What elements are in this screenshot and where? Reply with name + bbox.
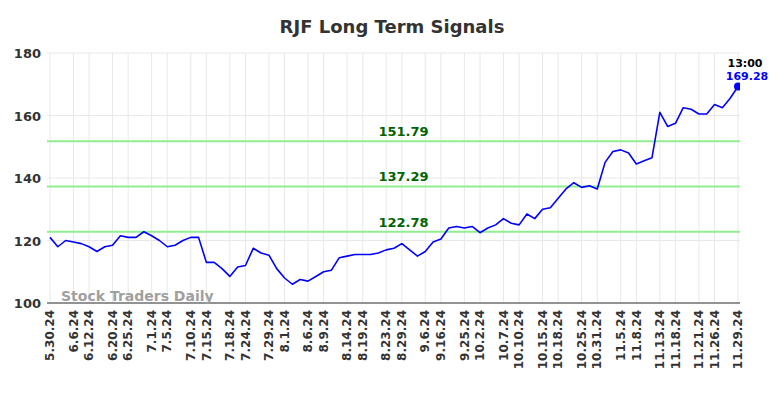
- grid-line: [597, 53, 598, 303]
- x-tick-label: 5.30.24: [43, 310, 57, 361]
- reference-line: [47, 140, 740, 142]
- grid-line: [151, 53, 152, 303]
- y-tick-label: 100: [14, 296, 41, 311]
- grid-line: [284, 53, 285, 303]
- grid-line: [542, 53, 543, 303]
- x-tick-label: 7.1.24: [145, 310, 159, 353]
- x-tick-label: 6.6.24: [67, 310, 81, 353]
- last-value-label: 169.28: [726, 70, 768, 83]
- price-line: [50, 87, 738, 285]
- grid-line: [675, 53, 676, 303]
- x-tick-label: 6.12.24: [82, 310, 96, 361]
- x-tick-label: 8.6.24: [301, 310, 315, 353]
- grid-line: [581, 53, 582, 303]
- x-tick-label: 11.5.24: [614, 310, 628, 361]
- watermark: Stock Traders Daily: [61, 288, 214, 304]
- x-tick-label: 11.18.24: [669, 310, 683, 369]
- grid-line: [558, 53, 559, 303]
- x-tick-label: 8.14.24: [340, 310, 354, 361]
- grid-line: [268, 53, 269, 303]
- y-tick-label: 160: [14, 109, 41, 124]
- chart: RJF Long Term Signals 100 120 140 160 180 5.30…: [0, 0, 784, 398]
- y-tick-label: 120: [14, 234, 41, 249]
- grid-line: [167, 53, 168, 303]
- plot-area: [47, 83, 740, 285]
- grid-line: [659, 53, 660, 303]
- x-tick-label: 8.19.24: [356, 310, 370, 361]
- x-tick-label: 11.29.24: [731, 310, 745, 369]
- grid-line: [698, 53, 699, 303]
- x-tick-label: 7.15.24: [200, 310, 214, 361]
- x-tick-label: 7.24.24: [239, 310, 253, 361]
- grid-line: [503, 53, 504, 303]
- y-tick-label: 140: [14, 171, 41, 186]
- grid-line: [112, 53, 113, 303]
- grid-line: [464, 53, 465, 303]
- x-tick-label: 10.10.24: [512, 310, 526, 369]
- x-tick-label: 10.7.24: [497, 310, 511, 361]
- x-tick-label: 6.25.24: [121, 310, 135, 361]
- x-tick-label: 11.13.24: [653, 310, 667, 369]
- x-tick-label: 7.5.24: [160, 310, 174, 353]
- title: RJF Long Term Signals: [280, 16, 505, 37]
- x-tick-label: 10.31.24: [590, 310, 604, 369]
- grid-line: [308, 53, 309, 303]
- x-tick-label: 8.23.24: [379, 310, 393, 361]
- x-tick-label: 7.18.24: [223, 310, 237, 361]
- x-tick-label: 8.29.24: [395, 310, 409, 361]
- grid-line: [480, 53, 481, 303]
- grid-line: [620, 53, 621, 303]
- x-tick-label: 6.20.24: [106, 310, 120, 361]
- grid-line: [190, 53, 191, 303]
- grid-line: [440, 53, 441, 303]
- reference-label: 151.79: [378, 124, 428, 139]
- grid-line: [128, 53, 129, 303]
- x-tick-label: 10.18.24: [551, 310, 565, 369]
- grid-line: [636, 53, 637, 303]
- grid-line: [73, 53, 74, 303]
- grid-line: [50, 53, 51, 303]
- x-tick-label: 9.6.24: [418, 310, 432, 353]
- last-time: 13:00: [727, 57, 762, 70]
- grid-line: [714, 53, 715, 303]
- x-tick-label: 8.9.24: [317, 310, 331, 353]
- grid-line: [362, 53, 363, 303]
- x-tick-label: 11.21.24: [692, 310, 706, 369]
- x-tick-label: 11.8.24: [630, 310, 644, 361]
- reference-line: [47, 185, 740, 187]
- grid-line: [519, 53, 520, 303]
- grid-line: [206, 53, 207, 303]
- last-point: [734, 83, 740, 91]
- grid-line: [89, 53, 90, 303]
- reference-line: [47, 231, 740, 233]
- x-tick-label: 11.26.24: [708, 310, 722, 369]
- grid-line: [229, 53, 230, 303]
- x-tick-label: 7.29.24: [262, 310, 276, 361]
- x-tick-label: 9.25.24: [458, 310, 472, 361]
- reference-label: 122.78: [378, 215, 428, 230]
- x-tick-label: 10.25.24: [575, 310, 589, 369]
- grid-line: [323, 53, 324, 303]
- x-tick-label: 9.16.24: [434, 310, 448, 361]
- x-tick-label: 10.15.24: [536, 310, 550, 369]
- y-tick-label: 180: [14, 46, 41, 61]
- x-tick-label: 7.10.24: [184, 310, 198, 361]
- x-tick-label: 10.2.24: [473, 310, 487, 361]
- x-tick-label: 8.1.24: [278, 310, 292, 353]
- grid-line: [347, 53, 348, 303]
- reference-label: 137.29: [378, 169, 428, 184]
